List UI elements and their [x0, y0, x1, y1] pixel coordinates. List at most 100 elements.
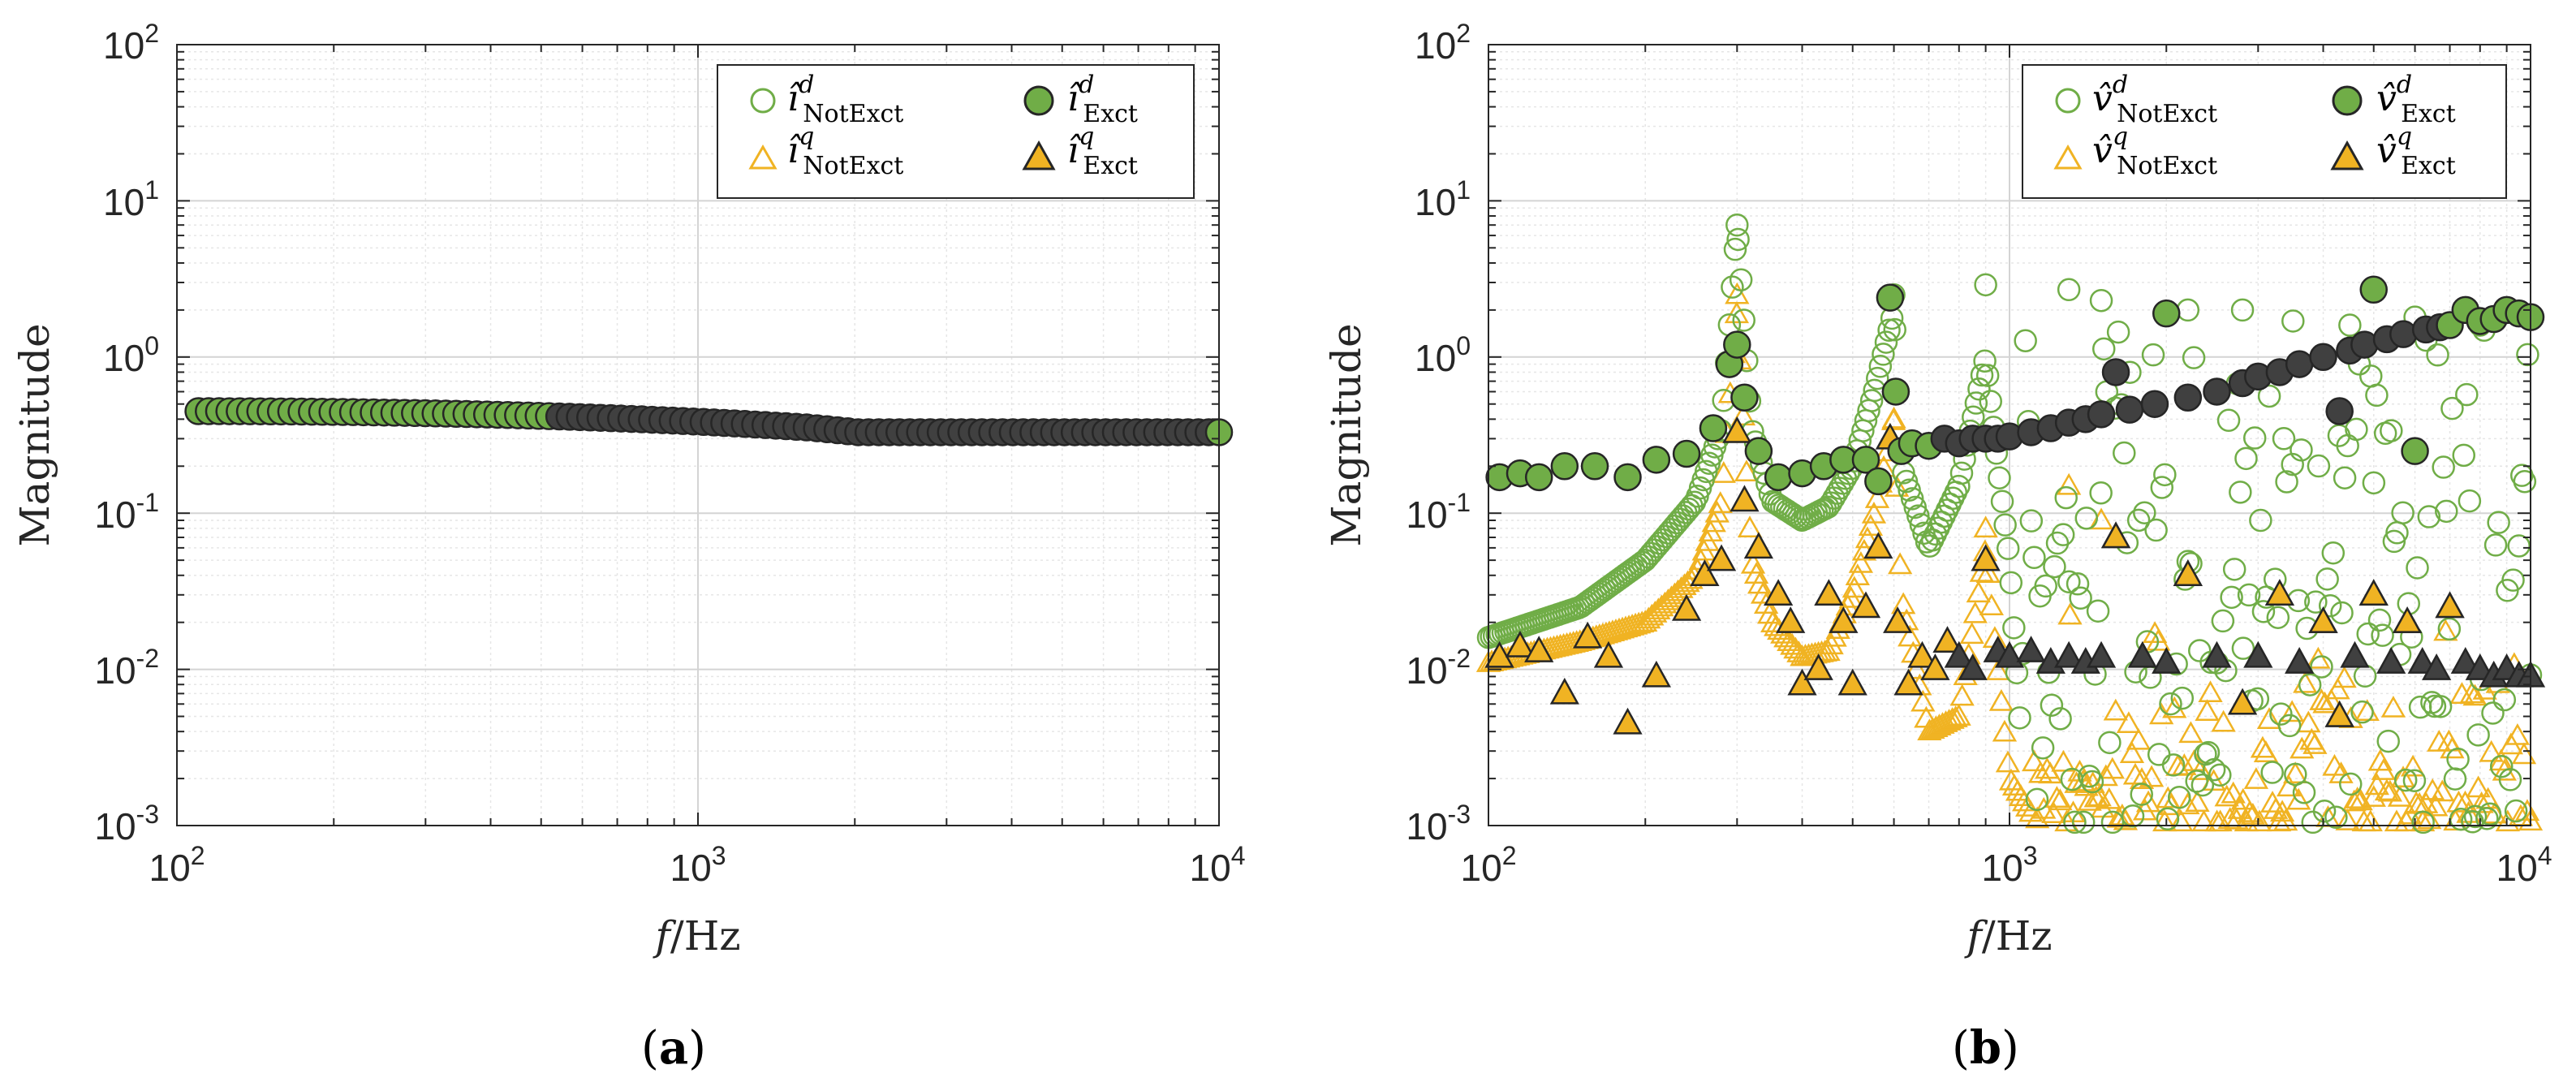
- data-point-v-d-notexct: [1883, 317, 1906, 342]
- data-point-v-q-notexct: [2417, 807, 2442, 830]
- data-point-v-q-notexct: [2129, 767, 2155, 789]
- data-point-v-q-exct: [1505, 630, 1536, 658]
- data-point-v-d-notexct: [2417, 505, 2441, 528]
- data-point-v-d-notexct: [2466, 723, 2490, 747]
- data-point-v-d-exct: [1864, 467, 1893, 496]
- data-point-v-q-notexct: [1888, 552, 1913, 575]
- data-point-v-d-notexct: [2498, 768, 2522, 791]
- panel-a-xtick-label: 102: [149, 841, 205, 889]
- data-point-v-q-notexct: [2302, 732, 2328, 754]
- data-point-v-d-notexct: [2367, 608, 2392, 632]
- data-point-v-d-exct: [1730, 383, 1759, 412]
- data-point-v-q-exct: [1671, 593, 1702, 621]
- legend-marker-triangle-open: [2053, 144, 2083, 170]
- data-point-v-q-notexct: [2116, 711, 2142, 734]
- legend-label: v̂d NotExct: [2092, 71, 2217, 128]
- legend-label: v̂d Exct: [2376, 71, 2456, 128]
- data-point-v-d-notexct: [2234, 446, 2258, 471]
- data-point-v-q-exct: [2016, 636, 2046, 662]
- data-point-v-d-exct: [2401, 437, 2429, 465]
- panel-b-series: [1475, 213, 2546, 834]
- data-point-v-d-notexct: [1677, 497, 1701, 521]
- panel-b-xtick-label: 102: [1461, 841, 1517, 889]
- data-point-v-q-exct: [2308, 606, 2338, 633]
- data-point-v-q-notexct: [2221, 781, 2246, 804]
- data-point-v-d-notexct: [2458, 489, 2482, 513]
- data-point-v-d-exct: [1851, 446, 1880, 474]
- data-point-v-q-notexct: [2237, 800, 2262, 822]
- data-point-v-q-exct: [1787, 668, 1817, 696]
- data-point-v-d-exct: [2389, 320, 2418, 348]
- data-point-v-q-notexct: [2374, 778, 2400, 801]
- data-point-v-d-notexct: [2043, 554, 2066, 579]
- data-point-v-d-notexct: [1990, 489, 2014, 513]
- data-point-v-q-exct: [1994, 640, 2025, 668]
- data-point-v-d-notexct: [2257, 384, 2281, 408]
- data-point-v-q-exct: [2358, 579, 2389, 606]
- data-point-v-q-exct: [2324, 700, 2354, 727]
- data-point-v-q-notexct: [2057, 602, 2083, 625]
- data-point-v-q-exct: [1593, 640, 1624, 668]
- data-point-v-q-notexct: [2345, 787, 2370, 809]
- data-point-v-q-exct: [2173, 559, 2203, 587]
- data-point-v-d-notexct: [2019, 509, 2044, 533]
- data-point-v-q-notexct: [2276, 774, 2302, 797]
- data-point-v-q-notexct: [2518, 809, 2544, 831]
- data-point-v-q-exct: [2054, 640, 2084, 668]
- data-point-v-d-notexct: [2365, 383, 2389, 408]
- data-point-v-q-notexct: [1747, 571, 1773, 594]
- legend-marker-circle-open: [2055, 88, 2081, 114]
- data-point-v-d-notexct: [2130, 783, 2153, 806]
- data-point-v-d-notexct: [2080, 770, 2104, 794]
- data-point-v-q-exct: [1776, 606, 1806, 633]
- data-point-v-q-notexct: [2191, 809, 2216, 832]
- data-point-v-d-notexct: [2078, 764, 2101, 788]
- data-point-v-q-notexct: [2132, 798, 2158, 821]
- data-point-v-d-notexct: [2292, 781, 2316, 804]
- data-point-v-d-notexct: [2121, 804, 2145, 828]
- data-point-v-q-notexct: [2139, 765, 2165, 787]
- data-point-v-q-notexct: [2051, 749, 2076, 772]
- data-point-v-d-notexct: [2144, 518, 2168, 542]
- panel-a-xtick-label: 103: [670, 841, 726, 889]
- data-point-v-d-notexct: [2426, 343, 2449, 367]
- data-point-v-d-notexct: [2339, 772, 2363, 796]
- data-point-v-d-notexct: [2159, 692, 2182, 716]
- data-point-v-q-notexct: [2122, 762, 2148, 785]
- data-point-v-d-notexct: [2330, 601, 2354, 625]
- data-point-v-q-notexct: [2022, 749, 2047, 772]
- data-point-v-q-exct: [1641, 660, 1671, 688]
- data-point-v-d-notexct: [2008, 706, 2031, 730]
- data-point-v-q-notexct: [2211, 709, 2236, 732]
- data-point-v-d-notexct: [2167, 786, 2191, 809]
- data-point-v-q-notexct: [2296, 710, 2321, 733]
- data-point-v-q-exct: [2100, 521, 2131, 549]
- data-point-v-d-notexct: [2516, 343, 2539, 367]
- panel-a-label: (a): [641, 1021, 706, 1075]
- data-point-v-d-notexct: [1947, 474, 1971, 498]
- panel-b-ytick-label: 102: [1415, 19, 1471, 67]
- panel-b-ytick-label: 101: [1415, 175, 1471, 223]
- data-point-v-d-notexct: [2463, 804, 2488, 829]
- data-point-v-d-notexct: [2432, 455, 2455, 479]
- data-point-v-d-exct: [2325, 397, 2354, 425]
- panel-a-ytick-label: 102: [103, 19, 159, 67]
- data-point-v-q-notexct: [2195, 699, 2220, 722]
- data-point-v-q-notexct: [2492, 758, 2517, 781]
- data-point-v-d-notexct: [1975, 364, 2000, 387]
- data-point-v-q-notexct: [1936, 709, 1962, 731]
- data-point-v-d-notexct: [2423, 694, 2447, 718]
- data-point-v-q-exct: [1814, 579, 1844, 606]
- data-point-v-q-notexct: [2358, 809, 2383, 832]
- data-point-v-d-notexct: [2478, 802, 2502, 826]
- legend-label: v̂q Exct: [2376, 123, 2456, 180]
- data-point-v-d-exct: [2115, 395, 2144, 424]
- panel-b-label: (b): [1952, 1021, 2019, 1075]
- panel-a-ytick-label: 10-3: [94, 800, 159, 847]
- data-point-v-d-notexct: [2100, 810, 2125, 834]
- data-point-v-d-notexct: [2411, 810, 2435, 834]
- data-point-v-q-notexct: [2286, 787, 2311, 810]
- data-point-v-q-exct: [2435, 591, 2465, 619]
- data-point-v-d-notexct: [2475, 807, 2499, 830]
- data-point-v-d-notexct: [2290, 438, 2313, 462]
